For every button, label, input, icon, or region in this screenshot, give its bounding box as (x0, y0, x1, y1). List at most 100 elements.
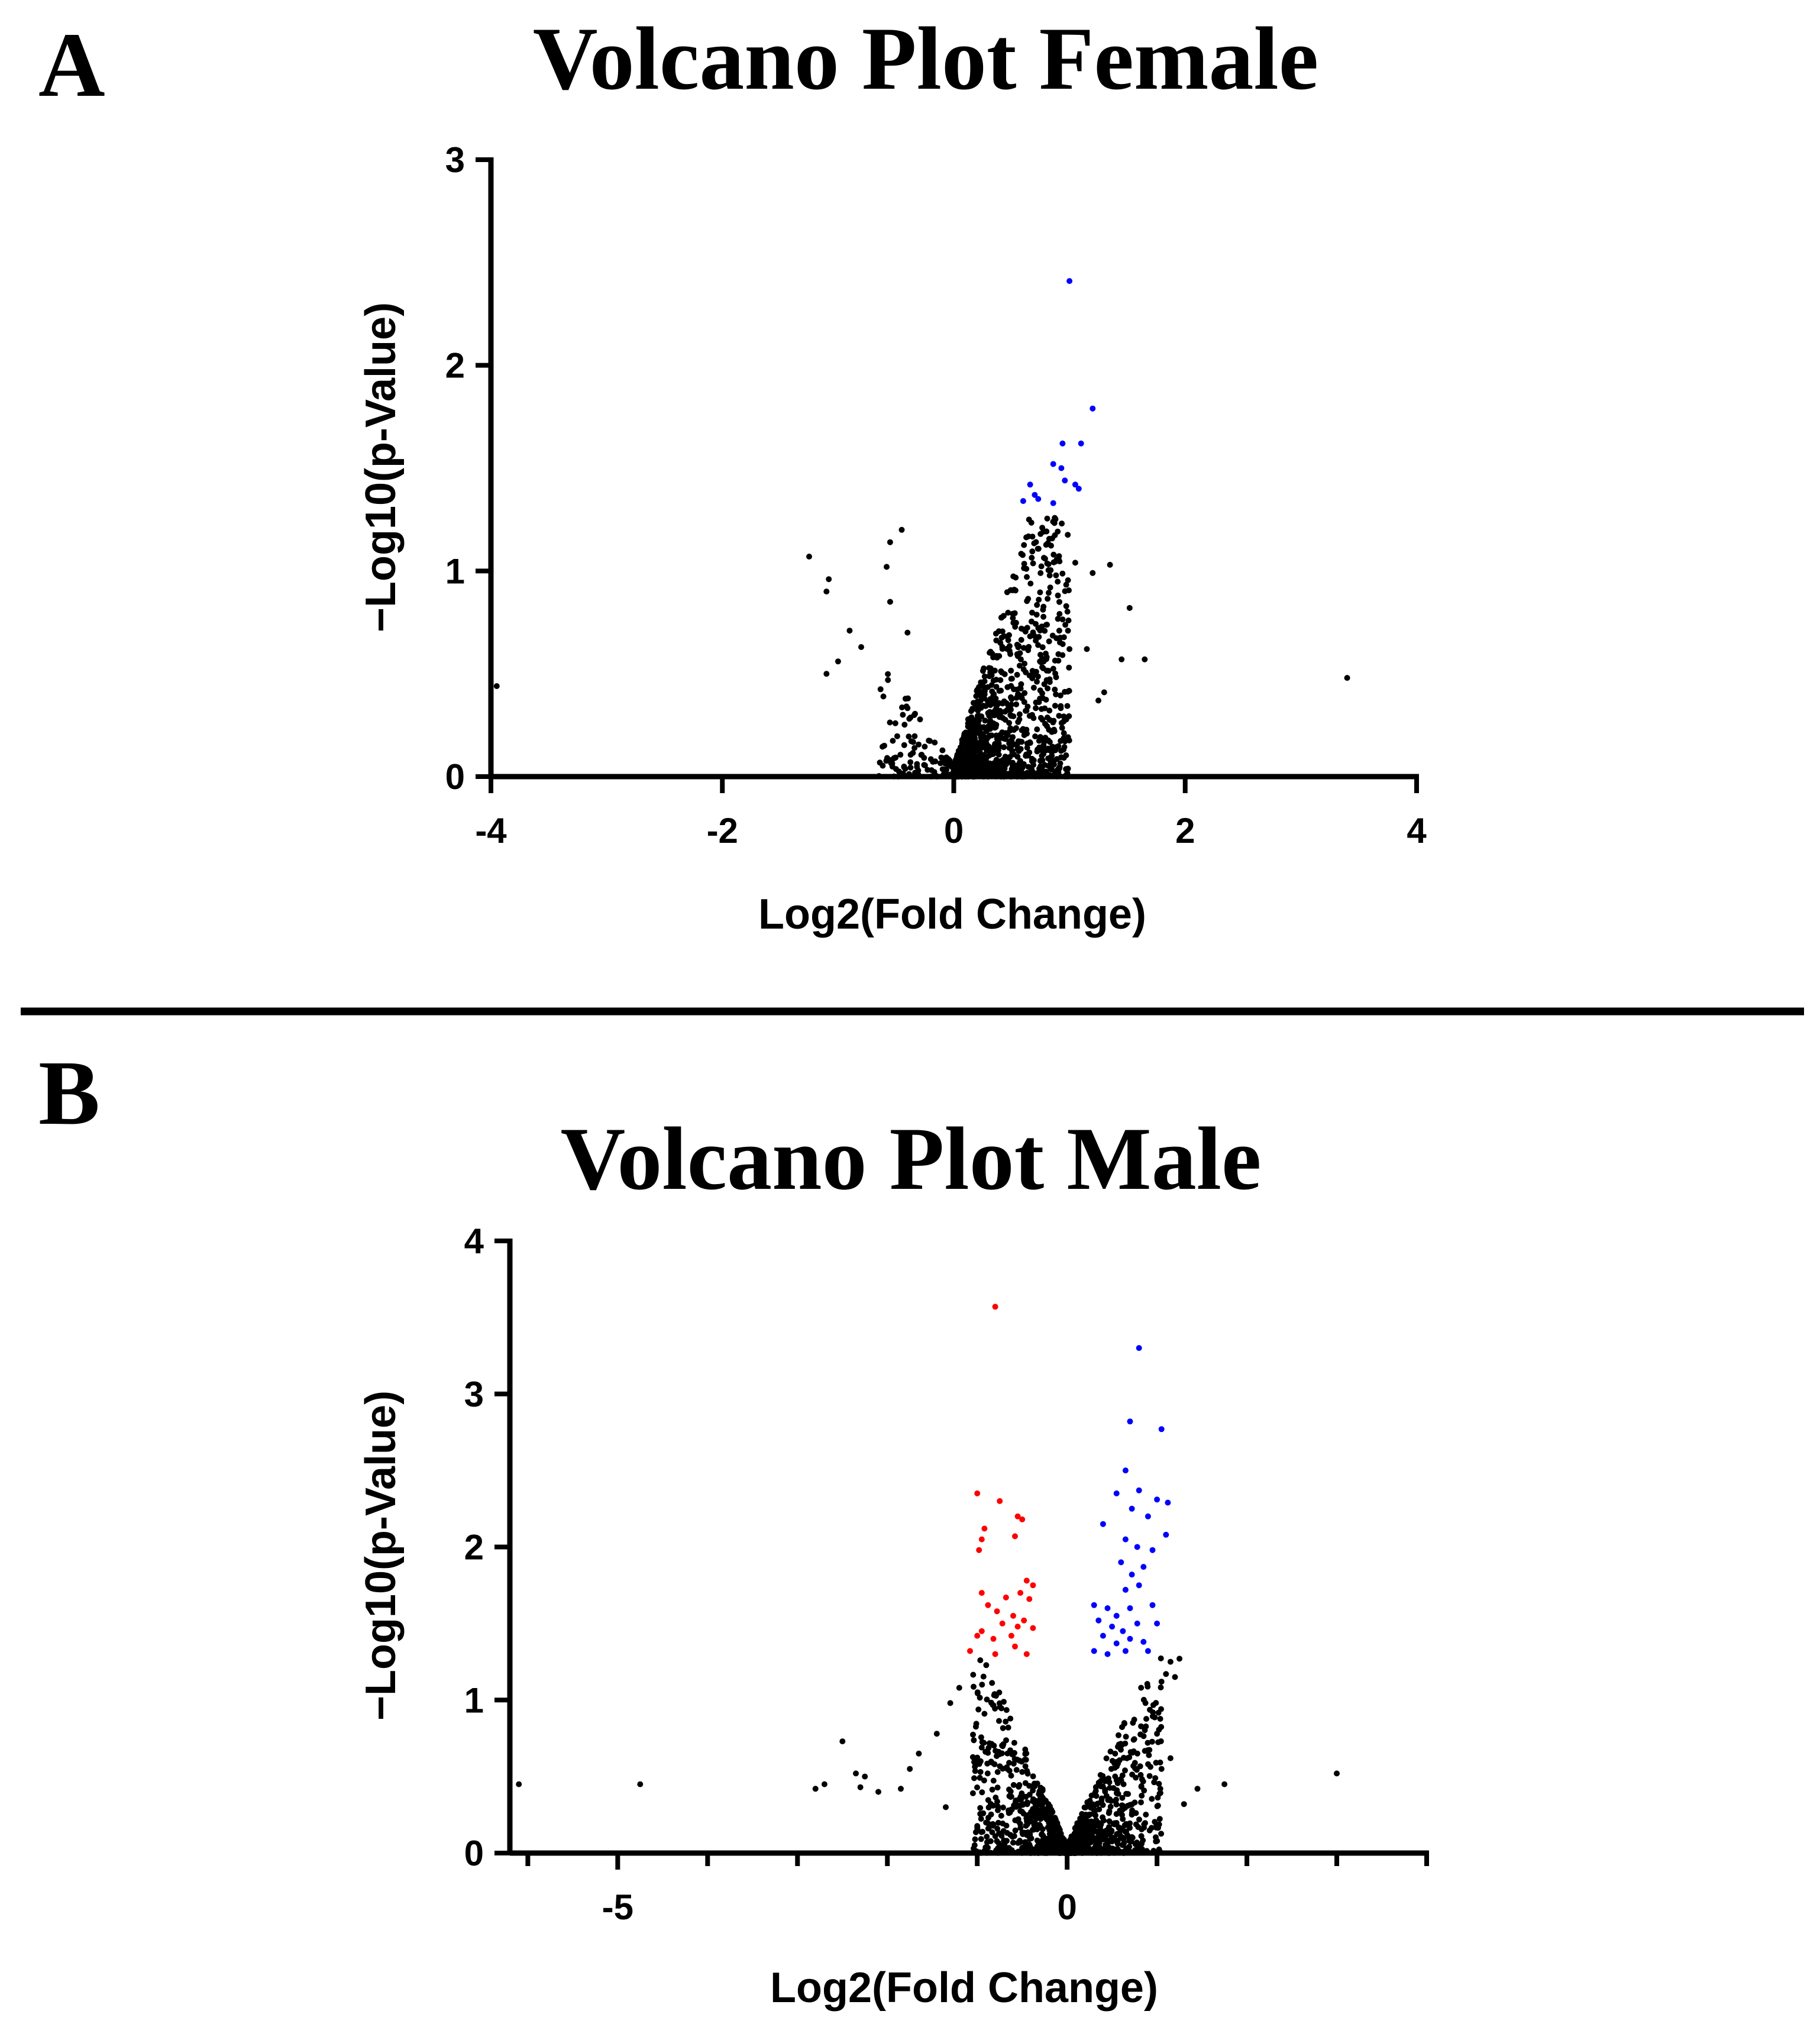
data-point (988, 732, 995, 739)
data-point (823, 589, 830, 595)
data-point (1158, 1738, 1164, 1744)
data-point (1149, 1602, 1156, 1608)
data-point (1063, 603, 1069, 609)
data-point (973, 764, 979, 771)
data-point (971, 1775, 977, 1781)
data-point (930, 759, 936, 765)
data-point (1056, 628, 1062, 634)
data-point (1046, 707, 1053, 714)
data-point (1129, 1572, 1135, 1578)
data-point (979, 1789, 985, 1796)
data-point (1149, 1547, 1156, 1553)
data-point (1037, 531, 1044, 537)
data-point (1021, 542, 1027, 548)
data-point (1037, 714, 1044, 721)
y-tick-label: 3 (464, 1375, 484, 1414)
data-point (1030, 560, 1036, 567)
data-point (1125, 1845, 1132, 1851)
data-point (982, 1844, 989, 1851)
data-point (1037, 570, 1044, 576)
data-point (980, 703, 987, 709)
data-point (1084, 1821, 1090, 1827)
data-point (985, 1815, 991, 1821)
data-point (990, 1635, 997, 1642)
data-point (972, 755, 978, 761)
data-point (1132, 1799, 1138, 1806)
data-point (1015, 1816, 1021, 1822)
series-not-significant-outliers- (516, 1656, 1340, 1810)
data-point (493, 683, 500, 689)
data-point (974, 1689, 981, 1696)
data-point (952, 759, 958, 765)
data-point (978, 1816, 984, 1822)
data-point (1181, 1801, 1187, 1808)
data-point (1139, 1846, 1145, 1852)
data-point (1131, 1716, 1137, 1723)
data-point (1150, 1709, 1156, 1716)
data-point (999, 670, 1006, 676)
data-point (1138, 1684, 1145, 1691)
data-point (1059, 570, 1066, 577)
data-point (979, 1829, 986, 1835)
data-point (1004, 1764, 1010, 1770)
data-point (1020, 552, 1026, 558)
data-point (1085, 1812, 1091, 1818)
data-point (975, 1706, 982, 1713)
data-point (1034, 602, 1040, 608)
data-point (953, 754, 960, 761)
data-point (1143, 1850, 1149, 1856)
data-point (964, 745, 969, 751)
data-point (1094, 1822, 1101, 1828)
y-tick-label: 2 (445, 346, 465, 386)
data-point (1099, 1828, 1105, 1835)
data-point (1116, 1825, 1122, 1831)
data-point (982, 1748, 989, 1755)
y-tick-label: 4 (464, 1221, 484, 1261)
data-point (1008, 667, 1014, 674)
data-point (1021, 561, 1027, 567)
data-point (1140, 1696, 1147, 1703)
data-point (1038, 706, 1045, 712)
y-tick-label: 1 (445, 551, 465, 591)
data-point (1145, 1513, 1151, 1519)
data-point (1142, 656, 1148, 662)
data-point (890, 738, 896, 744)
data-point (1165, 1499, 1171, 1506)
data-point (1052, 657, 1058, 664)
data-point (1037, 589, 1043, 596)
data-point (1030, 1796, 1036, 1802)
data-point (1056, 611, 1063, 617)
data-point (1075, 1841, 1082, 1848)
data-point (1010, 573, 1017, 580)
data-point (1035, 746, 1040, 753)
data-point (989, 1786, 995, 1793)
y-tick-label: 0 (445, 757, 465, 797)
data-point (885, 671, 891, 677)
data-point (1023, 669, 1029, 675)
data-point (1056, 558, 1063, 565)
data-point (998, 614, 1005, 620)
data-point (1032, 492, 1038, 498)
data-point (1116, 1732, 1121, 1738)
data-point (1113, 1612, 1120, 1619)
data-point (1008, 1632, 1014, 1639)
x-tick-label: 4 (1407, 811, 1427, 851)
data-point (1102, 1786, 1108, 1793)
data-point (1145, 1648, 1151, 1654)
data-point (887, 539, 893, 545)
data-point (1113, 1490, 1120, 1496)
data-point (1132, 1765, 1139, 1771)
data-point (950, 765, 956, 771)
data-point (858, 644, 864, 650)
data-point (1039, 1795, 1046, 1801)
data-point (1024, 598, 1030, 604)
data-point (1049, 1828, 1056, 1834)
data-point (894, 733, 900, 739)
data-point (971, 1737, 977, 1744)
data-point (1059, 725, 1065, 731)
data-point (1010, 620, 1017, 626)
data-point (1024, 1770, 1031, 1777)
data-point (977, 1805, 984, 1811)
data-point (1016, 643, 1022, 649)
data-point (1053, 744, 1059, 751)
